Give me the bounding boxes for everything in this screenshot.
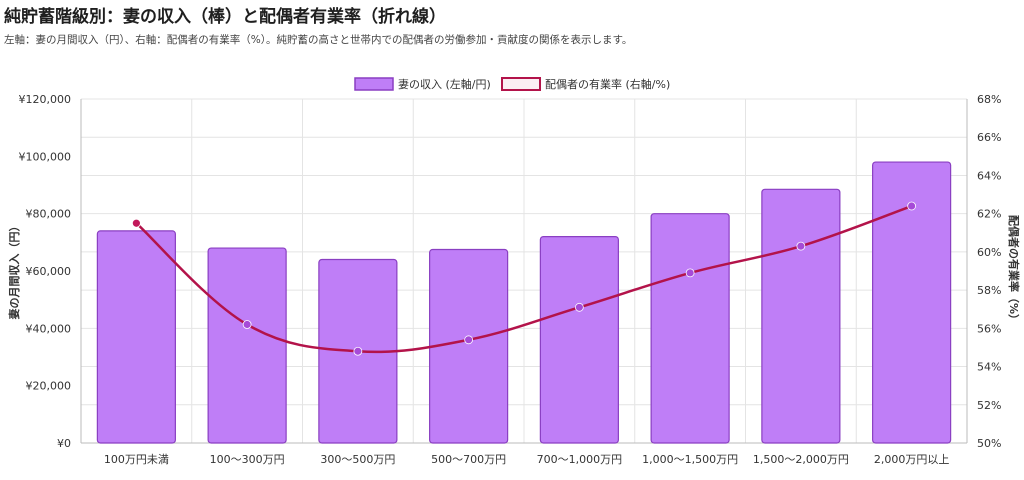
y-tick-label: ¥100,000 xyxy=(19,150,72,163)
line-point[interactable] xyxy=(574,302,584,312)
y2-tick-label: 68% xyxy=(977,93,1001,106)
x-tick-label: 500〜700万円 xyxy=(431,453,506,466)
line-point[interactable] xyxy=(242,320,252,329)
x-tick-label: 100〜300万円 xyxy=(210,453,285,466)
bar[interactable] xyxy=(207,247,287,444)
y2-tick-label: 66% xyxy=(977,131,1001,144)
line-point[interactable] xyxy=(353,346,363,356)
legend-label-line: 配偶者の有業率 (右軸/%) xyxy=(545,77,670,91)
x-tick-label: 2,000万円以上 xyxy=(874,453,950,466)
bar-series xyxy=(96,161,952,444)
chart-title: 純貯蓄階級別：妻の収入（棒）と配偶者有業率（折れ線） xyxy=(4,7,446,27)
x-tick-label: 100万円未満 xyxy=(104,453,169,466)
y2-tick-label: 58% xyxy=(977,284,1001,297)
x-tick-label: 1,000〜1,500万円 xyxy=(642,453,738,466)
y2-tick-label: 62% xyxy=(977,208,1001,221)
x-tick-label: 1,500〜2,000万円 xyxy=(753,453,849,466)
bar[interactable] xyxy=(539,236,619,444)
y2-tick-label: 50% xyxy=(977,437,1001,450)
y-tick-label: ¥0 xyxy=(57,437,71,450)
y2-tick-label: 60% xyxy=(977,246,1001,259)
legend-swatch-line[interactable] xyxy=(501,77,541,91)
y2-tick-label: 64% xyxy=(977,169,1001,182)
x-tick-label: 700〜1,000万円 xyxy=(537,453,623,466)
y-tick-label: ¥80,000 xyxy=(26,208,72,221)
line-point[interactable] xyxy=(685,268,695,278)
bar[interactable] xyxy=(872,161,952,444)
y2-axis-title: 配偶者の有業率（%） xyxy=(1007,215,1021,325)
y-tick-label: ¥120,000 xyxy=(19,93,72,106)
x-tick-label: 300〜500万円 xyxy=(320,453,395,466)
y-axis-title: 妻の月間収入（円） xyxy=(7,221,21,320)
line-series xyxy=(131,201,917,356)
legend-swatch-bar[interactable] xyxy=(354,77,394,91)
y2-tick-label: 54% xyxy=(977,361,1001,374)
line-point[interactable] xyxy=(907,201,917,211)
bar[interactable] xyxy=(761,188,841,444)
y-tick-label: ¥40,000 xyxy=(26,322,72,335)
line-point[interactable] xyxy=(131,218,141,228)
bar[interactable] xyxy=(96,230,176,444)
left-axis-ticks: ¥0 ¥20,000 ¥40,000 ¥60,000 ¥80,000 ¥100,000 ¥1… xyxy=(19,93,72,450)
bar[interactable] xyxy=(650,213,730,444)
y-tick-label: ¥20,000 xyxy=(26,380,72,393)
y2-tick-label: 56% xyxy=(977,322,1001,335)
legend-label-bar: 妻の収入 (左軸/円) xyxy=(398,77,491,91)
line-point[interactable] xyxy=(796,241,806,251)
line-point[interactable] xyxy=(464,335,474,345)
legend: 妻の収入 (左軸/円) 配偶者の有業率 (右軸/%) xyxy=(354,77,670,91)
chart-subtitle: 左軸：妻の月間収入（円）、右軸：配偶者の有業率（%）。純貯蓄の高さと世帯内での配… xyxy=(4,34,633,46)
y-tick-label: ¥60,000 xyxy=(26,265,72,278)
x-axis-ticks: 100万円未満 100〜300万円 300〜500万円 500〜700万円 700〜1,… xyxy=(104,453,950,466)
right-axis-ticks: 50% 52% 54% 56% 58% 60% 62% 64% 66% 68% xyxy=(977,93,1001,450)
y2-tick-label: 52% xyxy=(977,399,1001,412)
